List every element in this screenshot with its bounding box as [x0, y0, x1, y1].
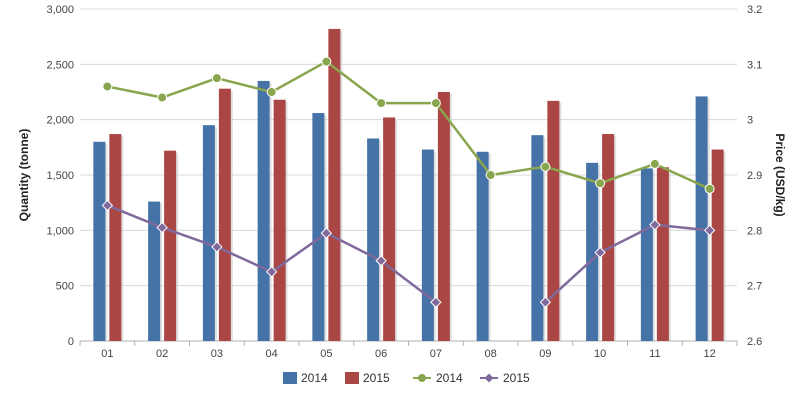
left-axis-title: Quantity (tonne)	[17, 129, 31, 222]
left-tick-label: 3,000	[46, 4, 74, 16]
legend-swatch	[345, 372, 359, 384]
bar-2014-09	[531, 135, 544, 341]
grid-lines	[80, 8, 737, 342]
bar-2014-10	[586, 162, 599, 341]
point-2015-05	[320, 227, 333, 239]
legend-label: 2014	[301, 371, 328, 385]
x-tick-label: 02	[156, 348, 168, 360]
point-2014-01	[102, 81, 113, 92]
bar-2015-04	[273, 99, 286, 341]
bar-2014-08	[476, 151, 489, 341]
point-2015-06	[375, 255, 387, 267]
bar-2014-11	[640, 168, 653, 341]
legend-label: 2015	[503, 371, 530, 385]
legend-marker	[418, 374, 426, 382]
right-tick-label: 3	[747, 115, 753, 127]
point-2014-08	[485, 170, 496, 180]
bar-2015-05	[328, 28, 341, 341]
point-2014-03	[211, 73, 222, 84]
point-2014-10	[595, 178, 606, 189]
right-tick-label: 2.7	[747, 281, 762, 293]
point-2015-03	[211, 241, 223, 253]
x-tick-label: 08	[485, 348, 497, 360]
point-2014-09	[540, 161, 551, 172]
left-tick-label: 1,000	[46, 225, 74, 237]
legend-swatch	[283, 372, 297, 384]
x-axis: 01 02 03 04 05 06 07 08 09 10 11 12	[79, 341, 738, 360]
point-2015-09	[539, 296, 552, 308]
right-tick-label: 2.9	[747, 170, 762, 182]
x-tick-label: 06	[375, 348, 387, 360]
legend-item-0[interactable]: 2014	[283, 371, 328, 385]
legend-item-2[interactable]: 2014	[413, 371, 463, 385]
x-tick-label: 12	[704, 348, 716, 360]
point-2015-01	[101, 199, 114, 212]
left-tick-label: 500	[56, 281, 74, 293]
point-2014-02	[157, 92, 168, 103]
bar-2014-01	[93, 141, 106, 341]
x-tick-label: 01	[101, 348, 113, 360]
x-tick-label: 09	[539, 348, 551, 360]
bar-2015-03	[218, 88, 231, 342]
point-2014-07	[430, 98, 441, 109]
bar-2015-12	[711, 149, 724, 341]
bar-series	[93, 28, 726, 342]
x-tick-label: 10	[594, 348, 606, 360]
point-2015-02	[156, 221, 168, 234]
bar-2015-01	[109, 134, 122, 341]
bar-2015-06	[383, 117, 396, 341]
bar-2014-06	[367, 138, 380, 341]
legend-label: 2014	[436, 371, 463, 385]
right-tick-label: 3.1	[747, 59, 762, 71]
point-2014-11	[649, 158, 660, 169]
left-tick-label: 2,500	[46, 59, 74, 71]
bar-2014-03	[202, 125, 215, 341]
right-axis-title: Price (USD/kg)	[773, 133, 787, 216]
bar-2014-04	[257, 80, 270, 341]
x-tick-label: 03	[211, 348, 223, 360]
x-tick-label: 07	[430, 348, 442, 360]
bar-2015-09	[547, 100, 560, 341]
x-tick-label: 05	[320, 348, 332, 360]
right-tick-label: 2.8	[747, 225, 762, 237]
point-2015-11	[649, 219, 661, 231]
legend-item-3[interactable]: 2015	[480, 371, 530, 385]
right-axis: 2.6 2.7 2.8 2.9 3 3.1 3.2	[747, 4, 762, 348]
bar-2015-11	[656, 167, 669, 341]
bar-2015-10	[602, 134, 615, 341]
point-2014-04	[266, 87, 277, 97]
left-tick-label: 1,500	[46, 170, 74, 182]
point-2015-12	[703, 224, 716, 237]
line-series	[101, 56, 716, 308]
left-tick-label: 0	[68, 336, 74, 348]
bar-2014-12	[695, 96, 708, 341]
left-tick-label: 2,000	[46, 115, 74, 127]
x-tick-label: 04	[266, 348, 278, 360]
legend-marker	[484, 373, 494, 383]
bar-2015-07	[437, 92, 450, 341]
x-tick-label: 11	[649, 348, 660, 360]
point-2014-06	[376, 98, 387, 109]
line-2015	[544, 223, 710, 304]
point-2015-10	[594, 246, 606, 259]
point-2015-04	[265, 266, 278, 278]
left-axis: 0 500 1,000 1,500 2,000 2,500 3,000	[46, 4, 74, 348]
bar-2014-07	[421, 149, 434, 341]
point-2014-05	[321, 56, 332, 67]
bar-2014-02	[148, 201, 161, 341]
legend[interactable]: 2014 2015 2014 2015	[283, 371, 530, 385]
right-tick-label: 2.6	[747, 336, 762, 348]
legend-item-1[interactable]: 2015	[345, 371, 390, 385]
bar-2015-02	[164, 150, 177, 341]
line-2014	[107, 60, 711, 190]
point-2015-07	[430, 296, 442, 308]
legend-label: 2015	[363, 371, 390, 385]
point-2014-12	[704, 183, 715, 194]
right-tick-label: 3.2	[747, 4, 762, 16]
bar-2014-05	[312, 113, 325, 341]
